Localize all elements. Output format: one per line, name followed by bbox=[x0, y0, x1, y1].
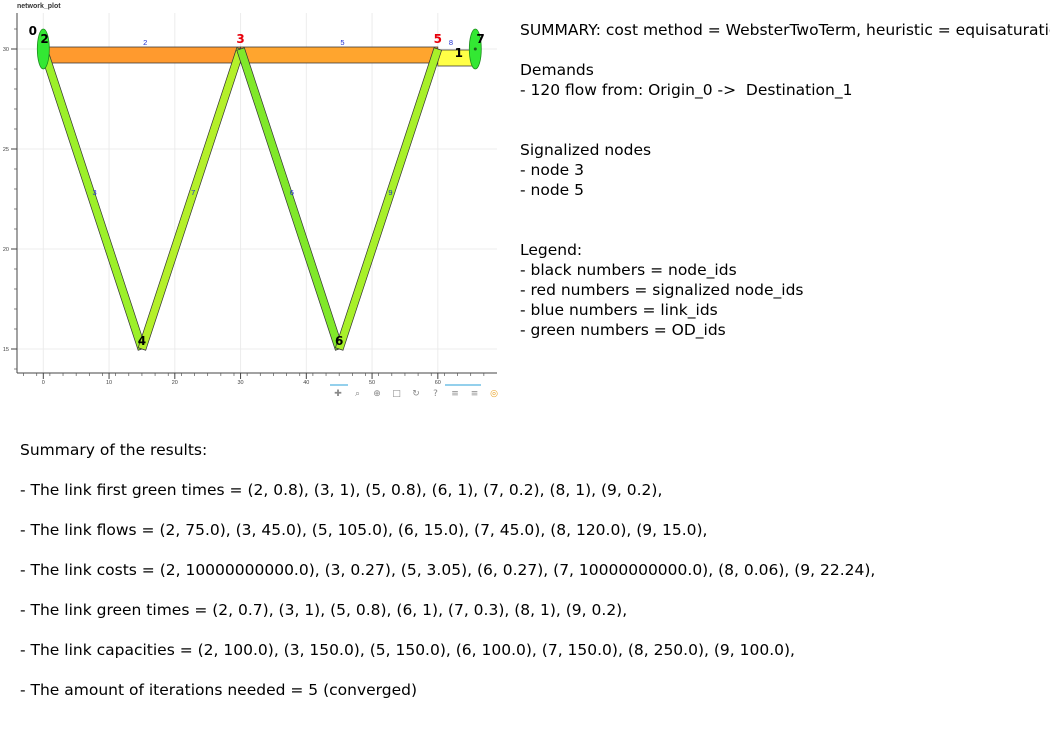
result-line: - The amount of iterations needed = 5 (c… bbox=[20, 681, 418, 699]
plot-title: network_plot bbox=[17, 3, 61, 10]
result-line: - The link costs = (2, 10000000000.0), (… bbox=[20, 561, 876, 579]
node-id-label: 0 bbox=[29, 24, 37, 38]
link-7 bbox=[137, 47, 245, 351]
link-3 bbox=[39, 47, 147, 351]
od-layer bbox=[36, 28, 482, 70]
result-line: - The link first green times = (2, 0.8),… bbox=[20, 481, 663, 499]
link-5 bbox=[240, 46, 439, 64]
x-tick-label: 40 bbox=[303, 380, 309, 386]
result-line: - The link green times = (2, 0.7), (3, 1… bbox=[20, 601, 628, 619]
grid-lines bbox=[17, 13, 497, 373]
pan-icon[interactable]: ✚ bbox=[334, 389, 342, 399]
results-title: Summary of the results: bbox=[20, 441, 208, 459]
x-tick-label: 20 bbox=[172, 380, 178, 386]
origin-ellipse bbox=[36, 28, 50, 70]
destination-marker bbox=[473, 47, 477, 51]
summary-line: - blue numbers = link_ids bbox=[520, 301, 718, 319]
save-icon[interactable]: □ bbox=[392, 389, 401, 399]
link-id-label: 6 bbox=[290, 188, 294, 197]
node-id-label: 6 bbox=[335, 334, 343, 348]
node-id-label: 4 bbox=[138, 334, 146, 348]
results-panel: Summary of the results: - The link first… bbox=[20, 440, 1020, 720]
summary-line: Legend: bbox=[520, 241, 583, 259]
y-tick-label: 15 bbox=[3, 347, 9, 353]
reset-icon[interactable]: ↻ bbox=[412, 389, 420, 399]
plot-toolbar: ✚ ⌕ ⊕ □ ↻? ≡ ≡ ◎ bbox=[330, 384, 498, 399]
summary-line: - red numbers = signalized node_ids bbox=[520, 281, 804, 299]
pan-icon-glyph: ✚ bbox=[334, 389, 342, 399]
save-icon-glyph: □ bbox=[392, 389, 401, 399]
summary-line bbox=[520, 100, 1040, 120]
link-6 bbox=[236, 47, 344, 351]
help-icon[interactable]: ? bbox=[433, 389, 438, 399]
summary-line: - node 3 bbox=[520, 161, 584, 179]
x-tick-label: 0 bbox=[42, 380, 45, 386]
summary-line: SUMMARY: cost method = WebsterTwoTerm, h… bbox=[520, 21, 1050, 39]
y-tick-label: 30 bbox=[3, 47, 9, 53]
link-id-label: 2 bbox=[143, 38, 147, 47]
x-tick-label: 10 bbox=[106, 380, 112, 386]
hover-icon-2-glyph: ≡ bbox=[471, 389, 479, 399]
box-zoom-icon-glyph: ⌕ bbox=[355, 389, 360, 399]
link-id-label: 5 bbox=[340, 38, 344, 47]
box-zoom-icon[interactable]: ⌕ bbox=[355, 389, 360, 399]
node-id-label: 5 bbox=[434, 32, 442, 46]
node-id-label: 3 bbox=[236, 32, 244, 46]
summary-line: - 120 flow from: Origin_0 -> Destination… bbox=[520, 81, 853, 99]
link-id-label: 8 bbox=[449, 38, 453, 47]
summary-line bbox=[520, 40, 1040, 60]
link-id-label: 7 bbox=[191, 188, 195, 197]
links-layer bbox=[39, 46, 475, 351]
reset-icon-glyph: ↻ bbox=[412, 389, 420, 399]
bokeh-logo-icon[interactable]: ◎ bbox=[490, 389, 498, 399]
summary-line: - node 5 bbox=[520, 181, 584, 199]
result-line: - The link capacities = (2, 100.0), (3, … bbox=[20, 641, 795, 659]
node-id-label: 7 bbox=[476, 32, 484, 46]
result-line: - The link flows = (2, 75.0), (3, 45.0),… bbox=[20, 521, 708, 539]
help-icon-glyph: ? bbox=[433, 389, 438, 399]
summary-panel: SUMMARY: cost method = WebsterTwoTerm, h… bbox=[520, 20, 1050, 340]
summary-line: - green numbers = OD_ids bbox=[520, 321, 726, 339]
node-id-label: 1 bbox=[455, 46, 463, 60]
hover-icon[interactable]: ≡ bbox=[451, 389, 459, 399]
node-id-label: 2 bbox=[40, 32, 48, 46]
hover-icon-glyph: ≡ bbox=[451, 389, 459, 399]
summary-line: - black numbers = node_ids bbox=[520, 261, 737, 279]
summary-line bbox=[520, 120, 1040, 140]
link-2 bbox=[42, 46, 241, 64]
summary-line: Demands bbox=[520, 61, 594, 79]
y-tick-label: 25 bbox=[3, 147, 9, 153]
link-9 bbox=[334, 47, 443, 351]
bokeh-logo-icon-glyph: ◎ bbox=[490, 389, 498, 399]
link-id-label: 9 bbox=[388, 188, 392, 197]
x-tick-label: 50 bbox=[369, 380, 375, 386]
summary-line: Signalized nodes bbox=[520, 141, 652, 159]
wheel-zoom-icon[interactable]: ⊕ bbox=[373, 389, 381, 399]
summary-line bbox=[520, 220, 1040, 240]
y-tick-label: 20 bbox=[3, 247, 9, 253]
summary-line bbox=[520, 200, 1040, 220]
wheel-zoom-icon-glyph: ⊕ bbox=[373, 389, 381, 399]
hover-icon-2[interactable]: ≡ bbox=[471, 389, 479, 399]
link-id-label: 3 bbox=[93, 188, 97, 197]
x-tick-label: 30 bbox=[237, 380, 243, 386]
x-tick-label: 60 bbox=[435, 380, 441, 386]
